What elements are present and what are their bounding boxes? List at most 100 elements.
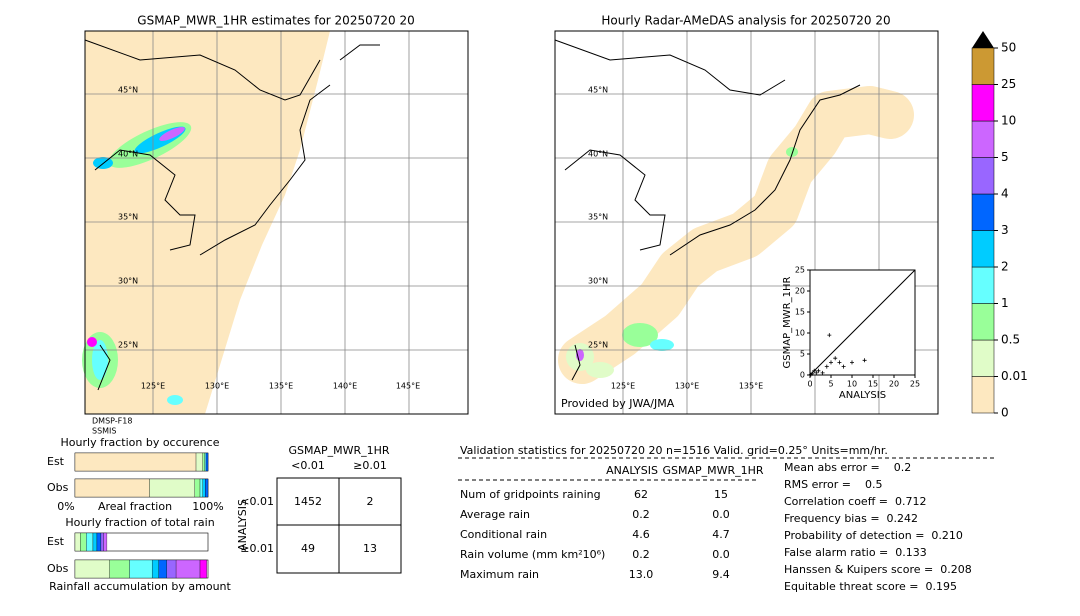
fraction-segment — [202, 452, 205, 472]
score: False alarm ratio = 0.133 — [784, 546, 927, 559]
scatter-point — [827, 333, 832, 338]
scatter-point — [829, 360, 833, 365]
lon-label: 135°E — [269, 382, 293, 391]
colorbar-swatch — [971, 84, 995, 122]
score: Hanssen & Kuipers score = 0.208 — [784, 563, 972, 576]
lat-label: 40°N — [588, 150, 608, 159]
lon-label: 140°E — [333, 382, 357, 391]
lat-label: 45°N — [588, 86, 608, 95]
fraction-segment — [195, 452, 203, 472]
stat-label: Rain volume (mm km²10⁶) — [460, 548, 605, 561]
y-tick-label: 10 — [795, 329, 805, 338]
score: RMS error = 0.5 — [784, 478, 882, 491]
table-cell: 49 — [301, 542, 315, 555]
lat-label: 45°N — [118, 86, 138, 95]
lon-label: 145°E — [396, 382, 420, 391]
lat-label: 40°N — [118, 150, 138, 159]
colorbar-swatch — [971, 339, 995, 377]
score: Frequency bias = 0.242 — [784, 512, 918, 525]
fraction-segment — [199, 478, 203, 498]
panel-title: Hourly fraction of total rain — [65, 516, 214, 529]
fraction-segment — [103, 532, 108, 552]
stat-label: Num of gridpoints raining — [460, 488, 601, 501]
stat-value: 4.7 — [712, 528, 730, 541]
fraction-segment — [205, 452, 209, 472]
colorbar-swatch — [971, 193, 995, 231]
fraction-segment — [86, 532, 94, 552]
row-label: Obs — [47, 481, 69, 494]
x-tick-label: 0 — [807, 380, 812, 389]
scatter-point — [814, 370, 819, 375]
score: Probability of detection = 0.210 — [784, 529, 963, 542]
colorbar-swatch — [971, 47, 995, 85]
fraction-segment — [194, 478, 201, 498]
row-header: ≥0.01 — [240, 542, 274, 555]
lon-label: 125°E — [141, 382, 165, 391]
fraction-segment — [109, 559, 130, 579]
fraction-segment — [129, 559, 153, 579]
table-row-axis: ANALYSIS — [236, 499, 249, 551]
fraction-segment — [204, 452, 207, 472]
column-header: ANALYSIS — [606, 464, 658, 477]
x-axis-label: ANALYSIS — [839, 390, 886, 401]
scatter-point — [833, 356, 838, 361]
lon-label: 130°E — [675, 382, 699, 391]
stat-value: 4.6 — [632, 528, 650, 541]
stat-label: Maximum rain — [460, 568, 539, 581]
lon-label: 135°E — [739, 382, 763, 391]
colorbar-label: 0 — [1001, 406, 1009, 420]
scatter-point — [810, 371, 815, 376]
scatter-point — [820, 370, 825, 375]
row-header: <0.01 — [240, 495, 274, 508]
fraction-segment — [175, 559, 201, 579]
stat-value: 9.4 — [712, 568, 730, 581]
stat-value: 0.0 — [712, 508, 730, 521]
stat-value: 15 — [714, 488, 728, 501]
lat-label: 35°N — [118, 213, 138, 222]
row-label: Obs — [47, 562, 69, 575]
scatter-point — [824, 364, 829, 369]
x-tick-label: 25 — [910, 380, 920, 389]
y-tick-label: 5 — [800, 350, 805, 359]
fraction-segment — [100, 532, 104, 552]
x-tick-label: 15 — [868, 380, 878, 389]
fraction-segment — [149, 478, 195, 498]
fraction-segment — [199, 559, 207, 579]
stat-label: Conditional rain — [460, 528, 547, 541]
stat-value: 0.0 — [712, 548, 730, 561]
col-header: <0.01 — [291, 459, 325, 472]
colorbar-label: 3 — [1001, 223, 1009, 237]
table-title: GSMAP_MWR_1HR — [288, 444, 389, 457]
colorbar-label: 5 — [1001, 150, 1009, 164]
col-header: ≥0.01 — [353, 459, 387, 472]
lat-label: 35°N — [588, 213, 608, 222]
x-label: Areal fraction — [98, 500, 172, 513]
stat-value: 62 — [634, 488, 648, 501]
table-cell: 1452 — [294, 495, 322, 508]
fraction-segment — [92, 532, 98, 552]
lon-label: 130°E — [205, 382, 229, 391]
fraction-segment — [80, 532, 87, 552]
validation-title: Validation statistics for 20250720 20 n=… — [460, 444, 888, 457]
score: Mean abs error = 0.2 — [784, 461, 911, 474]
colorbar-extend — [972, 31, 994, 48]
fraction-segment — [151, 559, 159, 579]
stat-label: Average rain — [460, 508, 530, 521]
score: Equitable threat score = 0.195 — [784, 580, 957, 593]
colorbar-label: 10 — [1001, 114, 1016, 128]
x-tick-label: 20 — [889, 380, 899, 389]
row-label: Est — [47, 535, 65, 548]
y-tick-label: 0 — [800, 371, 805, 380]
colorbar-swatch — [971, 266, 995, 304]
scatter-point — [812, 368, 817, 373]
stat-value: 0.2 — [632, 508, 650, 521]
fraction-segment — [205, 478, 209, 498]
table-cell: 13 — [363, 542, 377, 555]
scatter-point — [841, 364, 846, 369]
lat-label: 30°N — [118, 277, 138, 286]
score: Correlation coeff = 0.712 — [784, 495, 926, 508]
x-tick-label: 10 — [847, 380, 857, 389]
colorbar-swatch — [971, 230, 995, 268]
stat-value: 0.2 — [632, 548, 650, 561]
sensor-label: SSMIS — [92, 427, 117, 436]
